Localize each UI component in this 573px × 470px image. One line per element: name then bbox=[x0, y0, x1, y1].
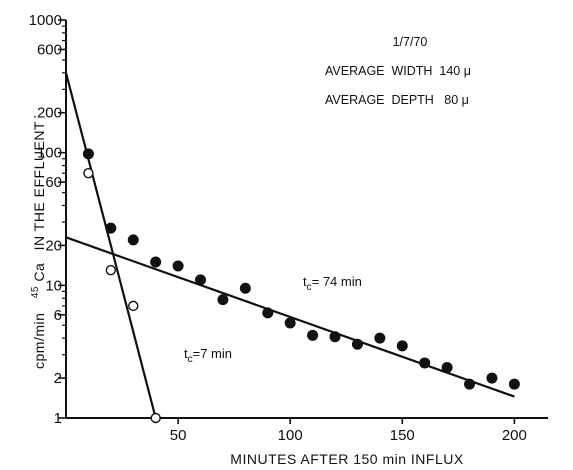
filled-circle-point bbox=[419, 357, 431, 369]
slow-fit-label: tc= 74 min bbox=[303, 274, 362, 293]
y-axis-title-rest: IN THE EFFLUENT bbox=[31, 121, 47, 250]
filled-circle-point bbox=[262, 307, 274, 319]
y-tick-label: 20 bbox=[45, 237, 62, 254]
filled-circle-point bbox=[82, 148, 94, 160]
y-tick-label: 100 bbox=[37, 145, 62, 162]
y-tick-label: .200 bbox=[33, 105, 62, 122]
filled-circle-point bbox=[351, 338, 363, 350]
y-axis-title-unit: cpm/min bbox=[31, 313, 47, 369]
y-tick-label: 10 bbox=[45, 277, 62, 294]
filled-circle-point bbox=[127, 234, 139, 246]
y-tick-label: 1000 bbox=[29, 12, 62, 29]
depth-annotation: AVERAGE DEPTH 80 μ bbox=[325, 93, 469, 107]
filled-circle-point bbox=[508, 378, 520, 390]
filled-circle-point bbox=[239, 282, 251, 294]
y-axis-title-isotope: 45 bbox=[30, 286, 41, 298]
axes bbox=[65, 20, 548, 419]
filled-circle-point bbox=[396, 340, 408, 352]
slow-component-fit-line bbox=[65, 236, 515, 398]
y-tick-label: 60 bbox=[45, 174, 62, 191]
x-axis-title: MINUTES AFTER 150 min INFLUX bbox=[230, 451, 464, 467]
svg-text:cpm/min 45 Ca: cpm/min 45 Ca IN THE EFFLUENT bbox=[25, 121, 47, 369]
filled-circle-point bbox=[150, 256, 162, 268]
filled-circle-point bbox=[329, 331, 341, 343]
filled-circle-point bbox=[464, 378, 476, 390]
filled-circle-point bbox=[307, 329, 319, 341]
y-axis-title-element: Ca bbox=[31, 263, 47, 282]
x-tick-label: 50 bbox=[170, 427, 187, 444]
x-tick-label: 200 bbox=[502, 427, 527, 444]
filled-circle-point bbox=[441, 362, 453, 374]
date-annotation: 1/7/70 bbox=[393, 35, 428, 49]
filled-circle-point bbox=[195, 274, 207, 286]
x-tick-label: 100 bbox=[278, 427, 303, 444]
filled-circle-point bbox=[374, 332, 386, 344]
filled-circle-point bbox=[172, 260, 184, 272]
open-circle-point bbox=[128, 300, 139, 312]
y-tick-label: 600 bbox=[37, 41, 62, 58]
filled-circle-point bbox=[217, 294, 229, 306]
y-axis-title: cpm/min 45 Ca IN THE EFFLUENT bbox=[25, 121, 47, 369]
y-tick-label: 1 bbox=[54, 410, 62, 427]
fit-lines bbox=[64, 72, 515, 419]
width-annotation: AVERAGE WIDTH 140 μ bbox=[325, 64, 471, 78]
filled-circle-point bbox=[284, 317, 296, 329]
y-tick-label: 6 bbox=[54, 307, 62, 324]
open-circle-point bbox=[105, 265, 117, 276]
axis-ticks: 1 2 6 10 20 60 100 .200 600 1000 50 100 150 200 bbox=[29, 12, 527, 444]
filled-circle-point bbox=[486, 372, 498, 384]
x-tick-label: 150 bbox=[390, 427, 415, 444]
open-circle-point bbox=[83, 168, 94, 179]
fast-component-fit-line bbox=[64, 72, 157, 419]
fast-fit-label: tc=7 min bbox=[184, 346, 232, 365]
data-points bbox=[82, 148, 520, 424]
filled-circle-point bbox=[105, 222, 117, 234]
y-tick-label: 2 bbox=[54, 370, 62, 387]
open-circle-point bbox=[150, 412, 161, 424]
